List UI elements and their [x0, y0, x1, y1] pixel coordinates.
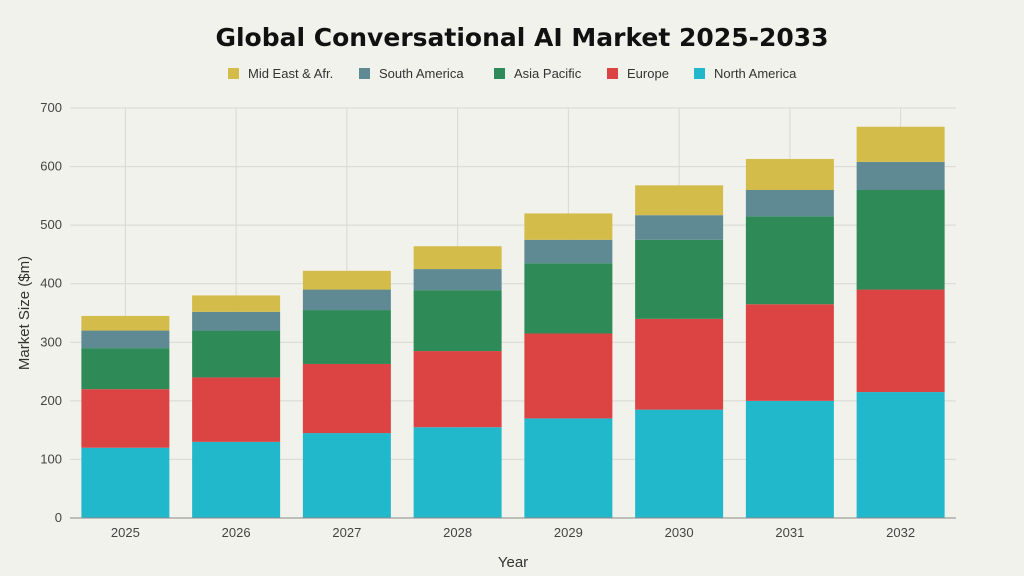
legend-label: Asia Pacific	[514, 66, 582, 81]
y-tick-label: 500	[40, 217, 62, 232]
bars	[81, 126, 945, 518]
legend-swatch	[494, 68, 505, 79]
bar-segment-north-america	[81, 447, 170, 518]
bar-segment-asia-pacific	[302, 310, 391, 364]
axes: 0 100 200 300 400 500 600 700 2025 2026 2027 2028 20…	[40, 100, 956, 540]
legend-item: Mid East & Afr.	[228, 66, 333, 81]
bar-segment-asia-pacific	[635, 239, 724, 319]
bar-segment-mid-east-afr-	[635, 185, 724, 216]
bar-segment-south-america	[81, 330, 170, 349]
bar-segment-south-america	[745, 190, 834, 217]
legend-label: North America	[714, 66, 797, 81]
bar-segment-europe	[856, 289, 945, 393]
bar-segment-asia-pacific	[192, 330, 281, 378]
legend-item: Asia Pacific	[494, 66, 582, 81]
legend-item: Europe	[607, 66, 669, 81]
bar-segment-mid-east-afr-	[856, 126, 945, 162]
y-tick-label: 300	[40, 334, 62, 349]
bar-segment-north-america	[302, 433, 391, 518]
x-tick-label: 2028	[443, 525, 472, 540]
y-tick-label: 0	[55, 510, 62, 525]
bar-segment-mid-east-afr-	[745, 158, 834, 190]
y-tick-label: 100	[40, 451, 62, 466]
bar-segment-mid-east-afr-	[524, 213, 613, 240]
bar-segment-south-america	[302, 289, 391, 311]
bar-segment-europe	[745, 304, 834, 401]
x-tick-label: 2032	[886, 525, 915, 540]
legend-item: South America	[359, 66, 464, 81]
y-axis-label: Market Size ($m)	[16, 256, 33, 370]
legend-item: North America	[694, 66, 797, 81]
y-tick-label: 400	[40, 276, 62, 291]
x-tick-label: 2029	[554, 525, 583, 540]
x-tick-label: 2031	[775, 525, 804, 540]
bar-segment-europe	[302, 363, 391, 434]
legend-label: Europe	[627, 66, 669, 81]
x-tick-label: 2025	[111, 525, 140, 540]
bar-segment-south-america	[524, 239, 613, 264]
bar-segment-europe	[635, 318, 724, 410]
bar-segment-south-america	[413, 269, 502, 291]
y-tick-label: 600	[40, 159, 62, 174]
legend: Mid East & Afr. South America Asia Pacific…	[228, 66, 797, 81]
y-tick-label: 200	[40, 393, 62, 408]
bar-segment-asia-pacific	[81, 348, 170, 390]
bar-segment-south-america	[192, 311, 281, 331]
bar-segment-europe	[81, 389, 170, 448]
bar-segment-asia-pacific	[524, 263, 613, 334]
bar-segment-asia-pacific	[856, 190, 945, 290]
bar-segment-mid-east-afr-	[302, 270, 391, 290]
x-tick-label: 2027	[332, 525, 361, 540]
y-tick-label: 700	[40, 100, 62, 115]
bar-segment-south-america	[856, 161, 945, 190]
bar-segment-north-america	[745, 400, 834, 518]
x-tick-label: 2026	[222, 525, 251, 540]
bar-segment-europe	[413, 351, 502, 428]
bar-segment-north-america	[635, 409, 724, 518]
x-tick-label: 2030	[665, 525, 694, 540]
legend-label: South America	[379, 66, 464, 81]
bar-segment-mid-east-afr-	[192, 295, 281, 312]
x-axis-label: Year	[498, 554, 528, 571]
bar-segment-north-america	[192, 441, 281, 518]
bar-segment-north-america	[413, 427, 502, 518]
bar-segment-asia-pacific	[745, 216, 834, 305]
bar-segment-europe	[524, 333, 613, 419]
legend-label: Mid East & Afr.	[248, 66, 333, 81]
bar-segment-mid-east-afr-	[413, 246, 502, 270]
bar-segment-south-america	[635, 215, 724, 240]
legend-swatch	[359, 68, 370, 79]
bar-segment-mid-east-afr-	[81, 315, 170, 331]
legend-swatch	[694, 68, 705, 79]
chart-title: Global Conversational AI Market 2025-203…	[215, 23, 828, 52]
bar-segment-north-america	[524, 418, 613, 518]
bar-segment-europe	[192, 377, 281, 442]
bar-segment-north-america	[856, 392, 945, 518]
legend-swatch	[607, 68, 618, 79]
legend-swatch	[228, 68, 239, 79]
bar-segment-asia-pacific	[413, 290, 502, 352]
